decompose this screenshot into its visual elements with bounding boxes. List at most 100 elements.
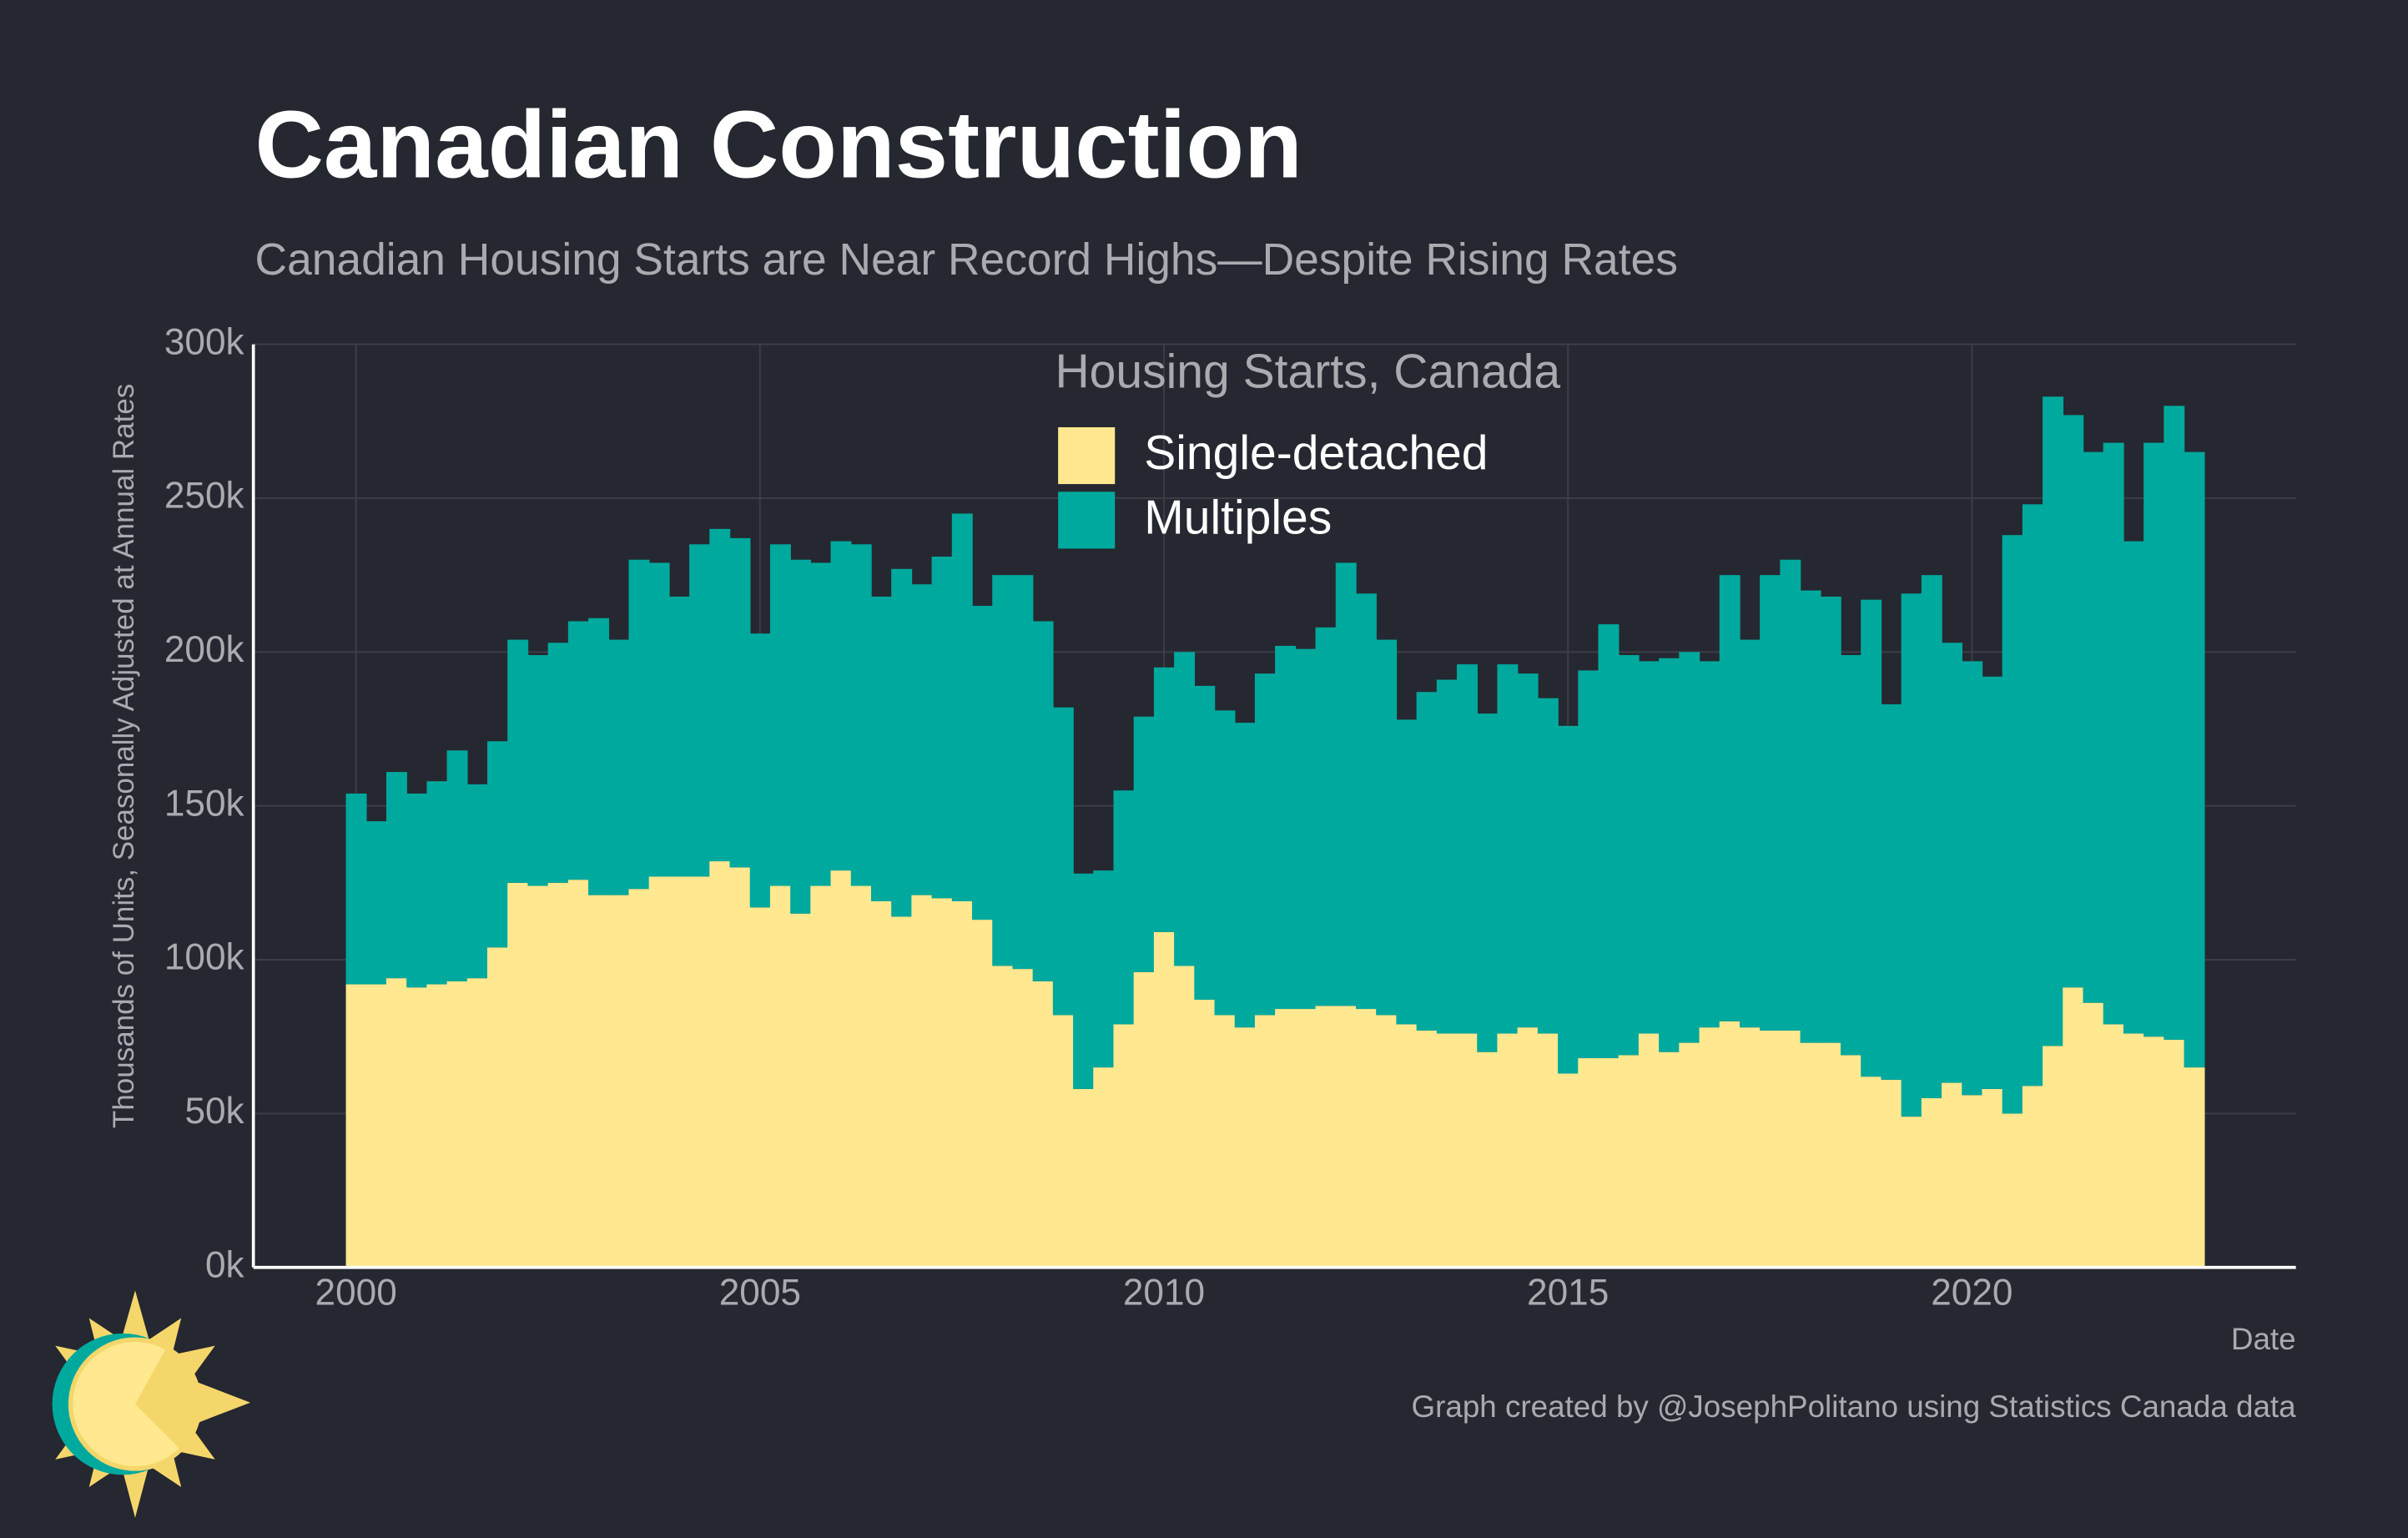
legend-label: Single-detached [1144,426,1488,480]
bar-segment [1598,1058,1620,1268]
bar-segment [2002,535,2023,1114]
bar-segment [1962,661,1983,1096]
bar-segment [446,981,468,1268]
bar-segment [1942,643,1962,1083]
bar-segment [1881,1079,1902,1268]
bar-segment [1679,1042,1700,1268]
bar-segment [870,900,892,1268]
bar-segment [527,654,549,886]
bar-segment [951,900,973,1268]
bar-segment [1396,1024,1418,1268]
bar-segment [992,575,1014,966]
bar-segment [1477,1051,1499,1268]
bar-segment [1659,658,1680,1052]
bar-segment [1780,1030,1801,1268]
y-tick-label: 0k [205,1244,245,1285]
bar-segment [1315,1006,1337,1268]
bar-segment [1052,707,1074,1016]
bars [345,396,2205,1268]
legend-swatch [1058,492,1116,549]
bar-segment [951,513,973,901]
bar-segment [1578,1058,1599,1268]
bar-segment [385,772,407,979]
bar-segment [1073,873,1095,1089]
y-tick-label: 200k [164,629,245,670]
bar-segment [850,544,872,886]
bar-segment [1962,1095,1983,1268]
bar-segment [567,880,589,1268]
bar-segment [972,920,993,1268]
bar-segment [2043,1046,2064,1268]
bar-segment [2022,504,2043,1087]
bar-segment [567,621,589,880]
bar-segment [689,876,711,1268]
bar-segment [1861,1077,1882,1268]
caption: Graph created by @JosephPolitano using S… [1412,1389,2297,1424]
bar-segment [1982,676,2003,1089]
bar-segment [1517,673,1539,1028]
bar-segment [608,895,630,1268]
bar-segment [1901,1117,1922,1268]
bar-segment [588,895,610,1268]
bar-segment [2184,451,2205,1068]
bar-segment [1719,575,1741,1021]
bar-segment [1335,1006,1357,1268]
bar-segment [1558,725,1579,1074]
bar-segment [1800,590,1821,1043]
bar-segment [1861,599,1882,1077]
bar-segment [1335,562,1357,1006]
y-tick-label: 100k [164,937,245,978]
bar-segment [1275,1009,1297,1268]
bar-segment [1275,645,1297,1010]
logo [52,1290,251,1518]
bar-segment [2103,1024,2124,1268]
bar-segment [1093,1067,1115,1268]
bar-segment [1921,1097,1942,1268]
bar-segment [749,633,771,908]
bar-segment [2164,1039,2185,1268]
bar-segment [648,876,670,1268]
bar-segment [810,562,832,886]
bar-segment [1901,593,1922,1117]
bar-segment [790,559,812,914]
bar-segment [790,913,812,1268]
bar-segment [1396,719,1418,1025]
bar-segment [1416,692,1438,1031]
bar-segment [385,978,407,1268]
bar-segment [2144,442,2165,1037]
bar-segment [2063,415,2084,988]
x-tick-label: 2020 [1931,1273,2013,1314]
bar-segment [1052,1015,1074,1268]
bar-segment [709,861,731,1268]
bar-segment [446,750,468,981]
bar-segment [426,781,448,985]
bar-segment [2184,1067,2205,1268]
bar-segment [830,541,852,871]
bar-segment [345,793,367,985]
bar-segment [1234,1027,1256,1268]
bar-segment [1355,1009,1377,1268]
bar-segment [365,821,387,985]
bar-segment [810,885,832,1268]
bar-segment [769,544,791,886]
y-axis-label: Thousands of Units, Seasonally Adjusted … [108,384,140,1128]
bar-segment [2063,987,2084,1268]
bar-segment [1153,667,1175,932]
x-axis-label: Date [2231,1322,2296,1356]
bar-segment [689,544,711,877]
y-tick-label: 300k [164,321,245,362]
bar-segment [345,984,367,1268]
bar-segment [1012,575,1034,970]
bar-segment [1436,679,1458,1034]
y-tick-label: 150k [164,783,245,824]
x-tick-label: 2000 [315,1273,397,1314]
bar-segment [1760,1030,1781,1268]
bar-segment [1376,639,1398,1016]
bar-segment [487,741,508,948]
legend-title: Housing Starts, Canada [1055,345,1560,398]
bar-segment [588,618,610,895]
x-tick-label: 2005 [719,1273,801,1314]
bar-segment [1638,1033,1660,1268]
bar-segment [850,885,872,1268]
